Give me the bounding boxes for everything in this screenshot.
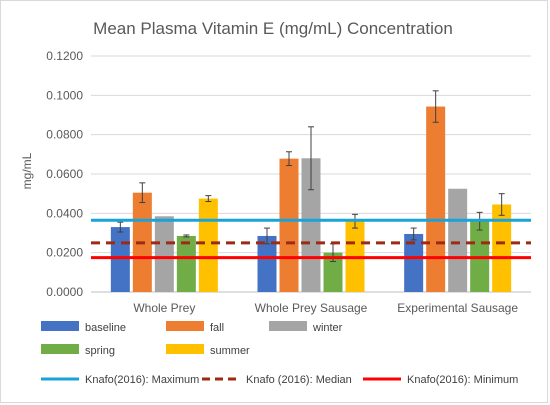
legend-label: spring	[85, 345, 115, 357]
x-axis-categories: Whole Prey Whole Prey Sausage Experimental…	[133, 301, 518, 315]
legend-label: baseline	[85, 322, 126, 334]
x-category-label: Experimental Sausage	[397, 301, 518, 315]
y-tick-label: 0.0600	[46, 167, 83, 181]
bar	[257, 235, 277, 292]
y-tick-label: 0.0800	[46, 128, 83, 142]
legend: baseline fall winter spring summer Knafo(2016…	[41, 321, 518, 386]
legend-label: Knafo(2016): Minimum	[407, 374, 518, 386]
bar	[154, 216, 174, 292]
bar	[404, 233, 424, 292]
y-tick-label: 0.1000	[46, 88, 83, 102]
legend-label: summer	[210, 345, 250, 357]
y-axis-label: mg/mL	[20, 152, 34, 189]
y-tick-label: 0.1200	[46, 49, 83, 63]
bar	[279, 158, 299, 292]
legend-swatch	[41, 344, 79, 354]
legend-swatch	[269, 321, 307, 331]
bar	[198, 198, 218, 292]
bar	[323, 252, 343, 292]
x-category-label: Whole Prey Sausage	[255, 301, 368, 315]
legend-label: Knafo (2016): Median	[246, 374, 352, 386]
legend-swatch	[41, 321, 79, 331]
x-category-label: Whole Prey	[133, 301, 195, 315]
bar	[448, 188, 468, 292]
y-tick-label: 0.0000	[46, 285, 83, 299]
legend-label: fall	[210, 322, 224, 334]
legend-label: winter	[312, 322, 343, 334]
y-tick-label: 0.0200	[46, 246, 83, 260]
reference-lines	[91, 218, 531, 260]
legend-label: Knafo(2016): Maximum	[85, 374, 199, 386]
bar	[426, 106, 446, 292]
chart-title: Mean Plasma Vitamin E (mg/mL) Concentrat…	[93, 19, 453, 38]
y-tick-label: 0.0400	[46, 206, 83, 220]
bar	[110, 227, 130, 292]
y-axis-ticks: 0.0000 0.0200 0.0400 0.0600 0.0800 0.1000 0.12…	[46, 49, 83, 299]
legend-swatch	[166, 321, 204, 331]
legend-swatch	[166, 344, 204, 354]
bars	[110, 90, 512, 292]
bar	[176, 235, 196, 292]
bar	[492, 204, 512, 292]
